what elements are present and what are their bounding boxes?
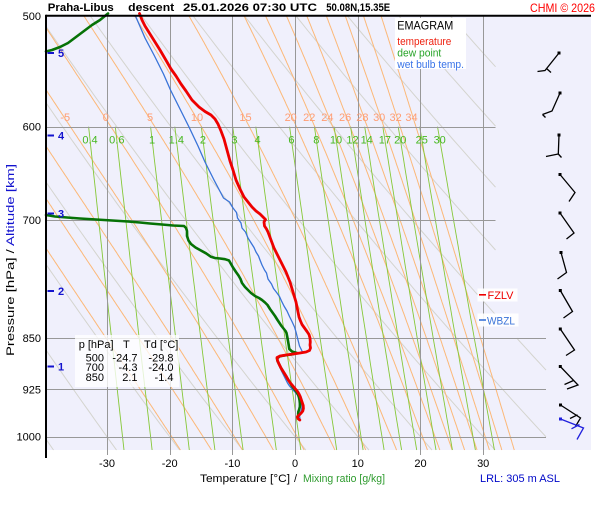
svg-text:925: 925 bbox=[23, 384, 41, 396]
svg-text:50.08N,15.35E: 50.08N,15.35E bbox=[326, 2, 390, 14]
svg-text:Pressure [hPa] / Altitude [k: Pressure [hPa] / Altitude [km] bbox=[5, 164, 17, 356]
svg-text:-4.3: -4.3 bbox=[119, 362, 138, 374]
svg-text:-5: -5 bbox=[60, 112, 70, 124]
svg-text:2.1: 2.1 bbox=[122, 372, 137, 384]
svg-text:/: / bbox=[294, 473, 298, 485]
svg-text:30: 30 bbox=[373, 112, 385, 124]
svg-text:850: 850 bbox=[23, 333, 41, 345]
svg-text:500: 500 bbox=[23, 11, 41, 23]
svg-text:0.6: 0.6 bbox=[109, 135, 124, 147]
svg-text:20: 20 bbox=[394, 135, 406, 147]
svg-text:10: 10 bbox=[191, 112, 203, 124]
svg-text:-20: -20 bbox=[162, 458, 178, 470]
svg-text:5: 5 bbox=[58, 48, 64, 60]
svg-text:700: 700 bbox=[23, 215, 41, 227]
svg-text:6: 6 bbox=[288, 135, 294, 147]
svg-text:1: 1 bbox=[149, 135, 155, 147]
svg-text:25: 25 bbox=[416, 135, 428, 147]
svg-text:Praha-Libus: Praha-Libus bbox=[48, 2, 114, 14]
svg-text:30: 30 bbox=[434, 135, 446, 147]
svg-text:p [hPa]: p [hPa] bbox=[79, 339, 114, 351]
svg-text:26: 26 bbox=[339, 112, 351, 124]
svg-text:24: 24 bbox=[321, 112, 333, 124]
svg-text:17: 17 bbox=[379, 135, 391, 147]
svg-text:-24.7: -24.7 bbox=[112, 353, 137, 365]
svg-text:wet bulb temp.: wet bulb temp. bbox=[396, 59, 464, 71]
svg-text:LRL: 305 m ASL: LRL: 305 m ASL bbox=[480, 473, 560, 485]
svg-text:Temperature [°C]: Temperature [°C] bbox=[200, 473, 290, 485]
svg-text:Mixing ratio [g/kg]: Mixing ratio [g/kg] bbox=[303, 473, 385, 485]
svg-text:-24.0: -24.0 bbox=[148, 362, 173, 374]
svg-text:Td [°C]: Td [°C] bbox=[144, 339, 178, 351]
svg-text:2: 2 bbox=[200, 135, 206, 147]
svg-text:temperature: temperature bbox=[397, 36, 451, 48]
svg-text:12: 12 bbox=[346, 135, 358, 147]
svg-text:700: 700 bbox=[86, 362, 104, 374]
svg-text:2: 2 bbox=[58, 286, 64, 298]
svg-text:28: 28 bbox=[356, 112, 368, 124]
svg-text:600: 600 bbox=[23, 122, 41, 134]
svg-text:0: 0 bbox=[103, 112, 109, 124]
svg-text:EMAGRAM: EMAGRAM bbox=[397, 21, 453, 33]
svg-text:14: 14 bbox=[361, 135, 373, 147]
svg-text:0: 0 bbox=[292, 458, 298, 470]
svg-text:0.4: 0.4 bbox=[82, 135, 97, 147]
svg-text:T: T bbox=[123, 339, 130, 351]
svg-text:10: 10 bbox=[330, 135, 342, 147]
svg-text:5: 5 bbox=[147, 112, 153, 124]
svg-text:FZLV: FZLV bbox=[488, 290, 515, 302]
svg-text:4: 4 bbox=[255, 135, 261, 147]
svg-text:20: 20 bbox=[285, 112, 297, 124]
svg-text:8: 8 bbox=[313, 135, 319, 147]
svg-text:32: 32 bbox=[389, 112, 401, 124]
svg-text:3: 3 bbox=[58, 209, 64, 221]
svg-text:10: 10 bbox=[352, 458, 364, 470]
svg-text:3: 3 bbox=[231, 135, 237, 147]
svg-text:WBZL: WBZL bbox=[487, 316, 515, 328]
svg-text:850: 850 bbox=[86, 372, 104, 384]
svg-text:4: 4 bbox=[58, 131, 65, 143]
svg-text:-29.8: -29.8 bbox=[148, 353, 173, 365]
svg-text:1000: 1000 bbox=[17, 432, 41, 444]
svg-text:1.4: 1.4 bbox=[169, 135, 184, 147]
svg-text:15: 15 bbox=[239, 112, 251, 124]
svg-text:30: 30 bbox=[477, 458, 489, 470]
svg-text:500: 500 bbox=[86, 353, 104, 365]
svg-text:CHMI © 2026: CHMI © 2026 bbox=[530, 1, 595, 15]
svg-text:-30: -30 bbox=[99, 458, 115, 470]
svg-text:22: 22 bbox=[303, 112, 315, 124]
svg-text:25.01.2026 07:30 UTC: 25.01.2026 07:30 UTC bbox=[183, 2, 317, 14]
svg-text:descent: descent bbox=[128, 2, 174, 14]
svg-text:1: 1 bbox=[58, 362, 64, 374]
svg-text:-1.4: -1.4 bbox=[155, 372, 174, 384]
svg-text:20: 20 bbox=[414, 458, 426, 470]
svg-text:-10: -10 bbox=[224, 458, 240, 470]
svg-text:dew point: dew point bbox=[397, 48, 441, 60]
svg-text:34: 34 bbox=[405, 112, 417, 124]
